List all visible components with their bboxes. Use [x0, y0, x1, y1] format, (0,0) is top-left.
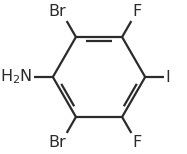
Text: F: F: [132, 4, 142, 19]
Text: I: I: [165, 69, 170, 85]
Text: Br: Br: [48, 135, 66, 150]
Text: H$_2$N: H$_2$N: [0, 68, 33, 86]
Text: Br: Br: [48, 4, 66, 19]
Text: F: F: [132, 135, 142, 150]
